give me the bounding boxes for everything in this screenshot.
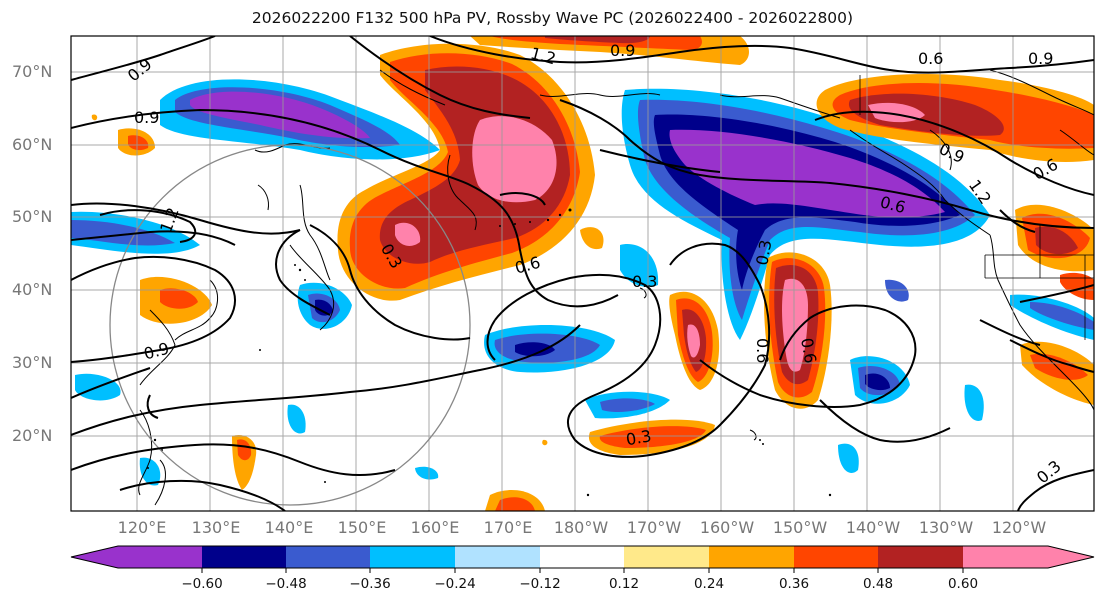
contour-label: 0.9 xyxy=(1028,49,1053,68)
lon-label: 180°W xyxy=(553,518,609,537)
pv-contours xyxy=(71,36,1094,511)
colorbar-tick-label: −0.24 xyxy=(434,576,476,592)
map-layers: 0.9 0.9 1.2 0.9 0.6 0.9 0.9 0.6 1.2 0.6 … xyxy=(71,36,1094,511)
colorbar-segment xyxy=(624,546,710,568)
colorbar-segment xyxy=(202,546,287,568)
colorbar-tick-label: 0.60 xyxy=(947,576,979,592)
lon-label: 140°W xyxy=(845,518,901,537)
contour-label: 0.3 xyxy=(632,272,657,291)
coast-islands xyxy=(147,208,832,497)
lon-label: 160°W xyxy=(699,518,755,537)
negative-anomaly-siberia xyxy=(160,79,440,160)
lon-label: 150°E xyxy=(337,518,387,537)
lat-label: 40°N xyxy=(12,280,53,299)
colorbar-segment xyxy=(118,546,203,568)
lat-label: 20°N xyxy=(12,426,53,445)
map-title: 2026022200 F132 500 hPa PV, Rossby Wave … xyxy=(251,9,854,27)
colorbar-tick-label: −0.12 xyxy=(519,576,561,592)
lon-label: 130°W xyxy=(918,518,974,537)
colorbar-tick-label: −0.60 xyxy=(181,576,223,592)
coastlines xyxy=(138,69,1094,506)
lon-label: 170°W xyxy=(626,518,682,537)
colorbar-tick-label: 0.48 xyxy=(862,576,894,592)
contour-label: 0.6 xyxy=(797,336,820,364)
contour-label: 0.3 xyxy=(624,426,652,449)
lon-label: 150°W xyxy=(772,518,828,537)
colorbar-outline xyxy=(70,545,1095,569)
lon-label: 160°E xyxy=(410,518,460,537)
colorbar-high-arrow xyxy=(1048,546,1094,568)
colorbar-tick-label: 0.12 xyxy=(608,576,640,592)
lon-label: 130°E xyxy=(191,518,241,537)
lon-label: 120°E xyxy=(117,518,167,537)
contour-label: 0.9 xyxy=(610,41,635,60)
map-frame xyxy=(70,35,1095,512)
colorbar-tick-label: 0.24 xyxy=(693,576,725,592)
colorbar-segment xyxy=(794,546,879,568)
contour-label: 0.3 xyxy=(752,238,775,266)
lat-label: 30°N xyxy=(12,353,53,372)
contour-label: 0.6 xyxy=(918,49,943,68)
colorbar-segment xyxy=(455,546,541,568)
colorbar-low-arrow xyxy=(71,546,118,568)
borders xyxy=(859,75,1094,340)
lat-label: 60°N xyxy=(12,135,53,154)
negative-anomaly-pacific xyxy=(621,88,990,340)
colorbar-segment xyxy=(286,546,371,568)
colorbar-segment xyxy=(878,546,964,568)
positive-anomaly-main xyxy=(337,43,595,301)
lon-label: 140°E xyxy=(264,518,314,537)
contour-label: 0.6 xyxy=(753,338,772,363)
colorbar-tick-label: −0.48 xyxy=(265,576,307,592)
lon-label: 120°W xyxy=(991,518,1047,537)
colorbar xyxy=(70,545,1095,573)
radius-circle xyxy=(109,144,471,506)
colorbar-tick-label: −0.36 xyxy=(349,576,391,592)
colorbar-segment xyxy=(963,546,1048,568)
lat-label: 50°N xyxy=(12,207,53,226)
colorbar-segment xyxy=(540,546,625,568)
lat-label: 70°N xyxy=(12,62,53,81)
contour-label: 0.9 xyxy=(134,108,159,127)
colorbar-segment xyxy=(370,546,456,568)
colorbar-segment xyxy=(709,546,795,568)
lon-label: 170°E xyxy=(483,518,533,537)
positive-anomaly-northeast xyxy=(816,74,1094,162)
colorbar-tick-label: 0.36 xyxy=(778,576,810,592)
positive-anomaly-south xyxy=(91,114,715,511)
positive-anomaly-north xyxy=(470,36,749,65)
